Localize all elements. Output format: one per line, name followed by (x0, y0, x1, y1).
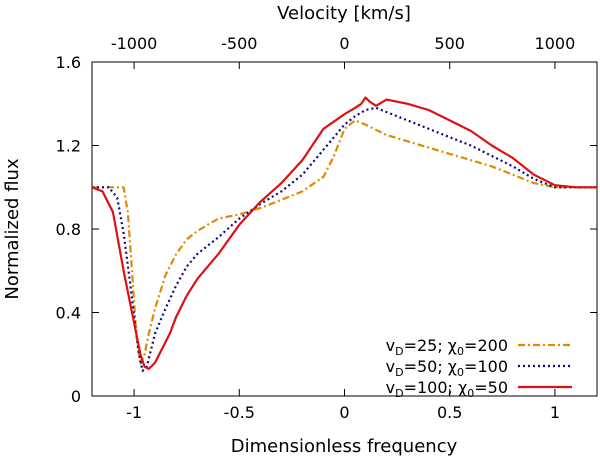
legend-text-part: 0 (457, 345, 464, 358)
legend-text-part: =100 (464, 357, 508, 376)
legend-text-part: =200 (464, 336, 508, 355)
y-tick-label: 0.8 (56, 220, 81, 239)
legend-text-part: D (395, 387, 403, 400)
legend-label-2: vD=50; χ0=100 (386, 357, 508, 379)
x-tick-label: 0 (339, 403, 349, 422)
y-tick-label: 0 (71, 387, 81, 406)
legend-text-part: =50; χ (404, 357, 457, 376)
x-tick-label: 0.5 (437, 403, 462, 422)
legend-label-1: vD=25; χ0=200 (386, 336, 508, 358)
top-tick-label: 500 (434, 34, 465, 53)
top-tick-label: -500 (221, 34, 257, 53)
y-tick-label: 1.2 (56, 137, 81, 156)
legend-text-part: D (395, 366, 403, 379)
top-tick-label: -1000 (111, 34, 158, 53)
legend-text-part: 0 (457, 366, 464, 379)
series-line-2 (92, 106, 597, 372)
x-tick-label: 1 (550, 403, 560, 422)
series-line-3 (91, 96, 597, 370)
series-group (91, 96, 597, 372)
legend-text-part: =100; χ (404, 378, 468, 397)
legend-text-part: v (386, 336, 395, 355)
x-axis-title: Dimensionless frequency (231, 436, 458, 457)
top-axis-title: Velocity [km/s] (277, 3, 411, 24)
y-tick-label: 0.4 (56, 304, 81, 323)
legend-text-part: v (386, 378, 395, 397)
tick-group: -1 -0.5 0 0.5 1 -1000 -500 0 500 1000 0 0.4 0.8 1.2 1.… (56, 34, 597, 422)
legend-text-part: 0 (467, 387, 474, 400)
y-tick-label: 1.6 (56, 53, 81, 72)
series-line-1 (92, 119, 597, 366)
legend-text-part: D (395, 345, 403, 358)
y-axis-title: Normalized flux (2, 158, 23, 300)
x-tick-label: -0.5 (224, 403, 255, 422)
legend-text-part: v (386, 357, 395, 376)
legend-text-part: =50 (474, 378, 508, 397)
top-tick-label: 0 (339, 34, 349, 53)
legend-text-part: =25; χ (404, 336, 457, 355)
x-tick-label: -1 (126, 403, 142, 422)
legend-label-3: vD=100; χ0=50 (386, 378, 508, 400)
top-tick-label: 1000 (535, 34, 576, 53)
